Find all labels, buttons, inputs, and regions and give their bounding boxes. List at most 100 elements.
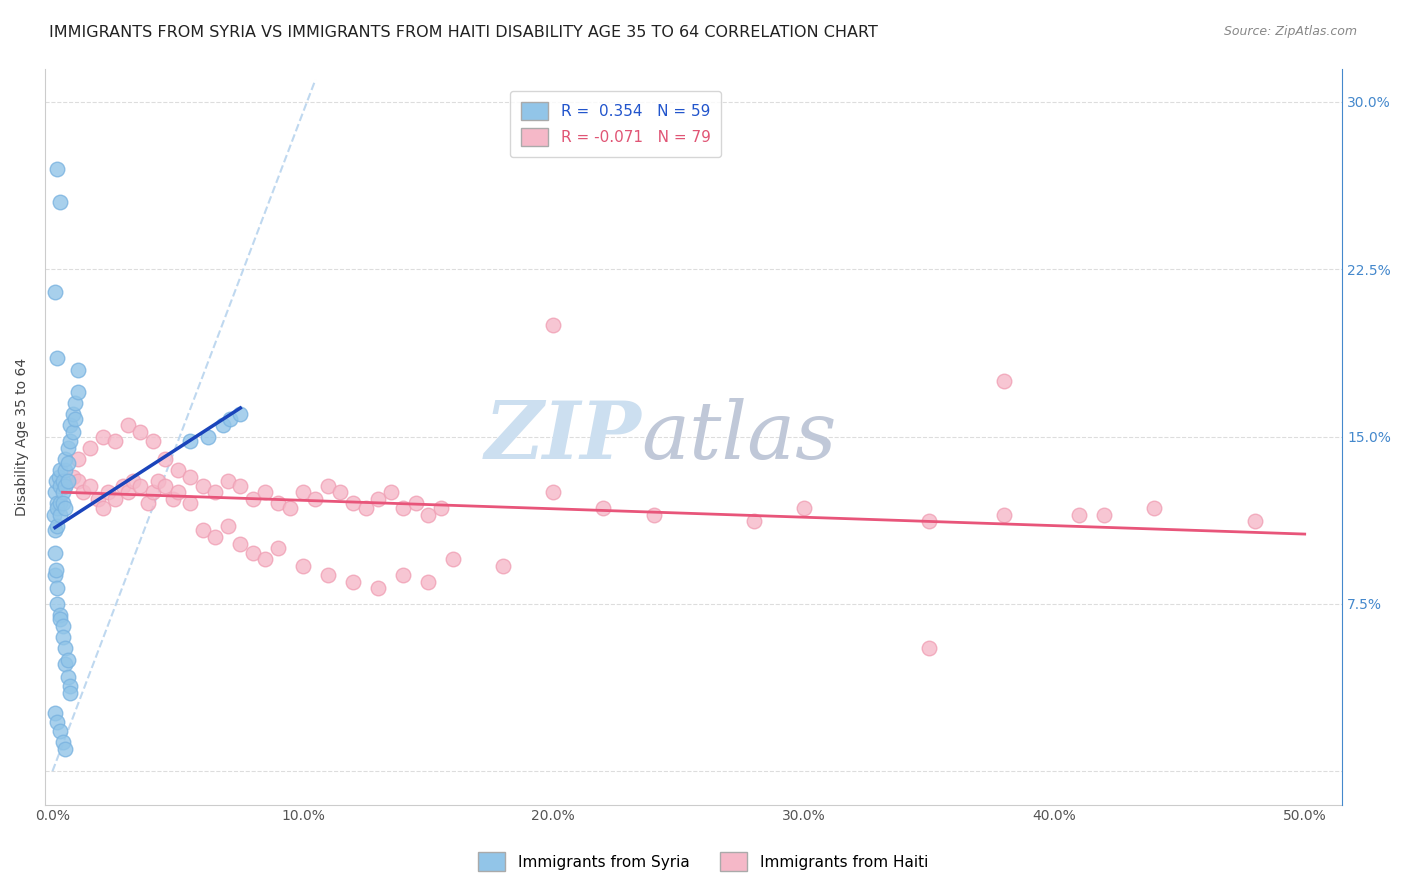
Point <box>48 469 70 483</box>
Point <box>63 396 86 410</box>
Point <box>242 545 264 559</box>
Legend: Immigrants from Syria, Immigrants from Haiti: Immigrants from Syria, Immigrants from H… <box>472 847 934 877</box>
Point <box>166 485 188 500</box>
Point <box>179 469 201 483</box>
Point <box>592 500 614 515</box>
Point <box>204 530 226 544</box>
Point <box>543 318 565 332</box>
Point <box>367 581 389 595</box>
Point <box>46 597 69 611</box>
Y-axis label: Disability Age 35 to 64: Disability Age 35 to 64 <box>15 358 30 516</box>
Point <box>49 508 72 522</box>
Point <box>45 563 67 577</box>
Point <box>44 485 66 500</box>
Point <box>254 552 277 566</box>
Point <box>56 456 79 470</box>
Point <box>59 418 82 433</box>
Point <box>316 478 339 492</box>
Text: atlas: atlas <box>641 398 837 475</box>
Point <box>153 451 176 466</box>
Point <box>59 434 82 448</box>
Point <box>441 552 464 566</box>
Point <box>280 500 302 515</box>
Point <box>46 496 69 510</box>
Point <box>918 514 941 528</box>
Point <box>179 434 201 448</box>
Point <box>53 657 76 671</box>
Point <box>217 474 239 488</box>
Point <box>229 478 252 492</box>
Point <box>229 407 252 421</box>
Point <box>291 485 314 500</box>
Point <box>204 485 226 500</box>
Point <box>1092 508 1115 522</box>
Point <box>49 478 72 492</box>
Point <box>62 469 84 483</box>
Point <box>304 491 326 506</box>
Point <box>380 485 402 500</box>
Point <box>121 474 143 488</box>
Point <box>51 630 73 644</box>
Point <box>46 715 69 730</box>
Point <box>111 478 134 492</box>
Point <box>91 429 114 443</box>
Point <box>142 434 165 448</box>
Point <box>219 411 242 425</box>
Point <box>418 574 440 589</box>
Point <box>342 574 364 589</box>
Point <box>91 500 114 515</box>
Point <box>117 418 139 433</box>
Point <box>129 478 152 492</box>
Point <box>66 384 89 399</box>
Point <box>993 374 1015 388</box>
Point <box>53 463 76 477</box>
Point <box>492 558 515 573</box>
Legend: R =  0.354   N = 59, R = -0.071   N = 79: R = 0.354 N = 59, R = -0.071 N = 79 <box>510 91 721 157</box>
Point <box>51 474 73 488</box>
Point <box>162 491 184 506</box>
Point <box>44 567 66 582</box>
Point <box>392 567 415 582</box>
Point <box>72 485 94 500</box>
Point <box>993 508 1015 522</box>
Point <box>66 451 89 466</box>
Point <box>643 508 665 522</box>
Point <box>354 500 377 515</box>
Point <box>166 463 188 477</box>
Point <box>179 496 201 510</box>
Text: IMMIGRANTS FROM SYRIA VS IMMIGRANTS FROM HAITI DISABILITY AGE 35 TO 64 CORRELATI: IMMIGRANTS FROM SYRIA VS IMMIGRANTS FROM… <box>49 25 879 40</box>
Text: ZIP: ZIP <box>485 398 641 475</box>
Point <box>53 478 76 492</box>
Point <box>254 485 277 500</box>
Point <box>316 567 339 582</box>
Point <box>53 641 76 656</box>
Point <box>63 411 86 425</box>
Point <box>342 496 364 510</box>
Point <box>44 523 66 537</box>
Point <box>49 195 72 210</box>
Point <box>217 518 239 533</box>
Point <box>56 441 79 455</box>
Point <box>44 706 66 721</box>
Point <box>153 478 176 492</box>
Point <box>49 724 72 739</box>
Point <box>49 612 72 626</box>
Point <box>46 351 69 366</box>
Point <box>104 434 127 448</box>
Point <box>918 641 941 656</box>
Point <box>66 362 89 376</box>
Point <box>56 671 79 685</box>
Point <box>62 425 84 439</box>
Point <box>418 508 440 522</box>
Point <box>66 474 89 488</box>
Point <box>44 508 66 522</box>
Point <box>79 441 101 455</box>
Point <box>229 536 252 550</box>
Point <box>51 485 73 500</box>
Point <box>46 500 69 515</box>
Text: Source: ZipAtlas.com: Source: ZipAtlas.com <box>1223 25 1357 38</box>
Point <box>46 161 69 176</box>
Point <box>44 285 66 299</box>
Point <box>104 491 127 506</box>
Point <box>329 485 352 500</box>
